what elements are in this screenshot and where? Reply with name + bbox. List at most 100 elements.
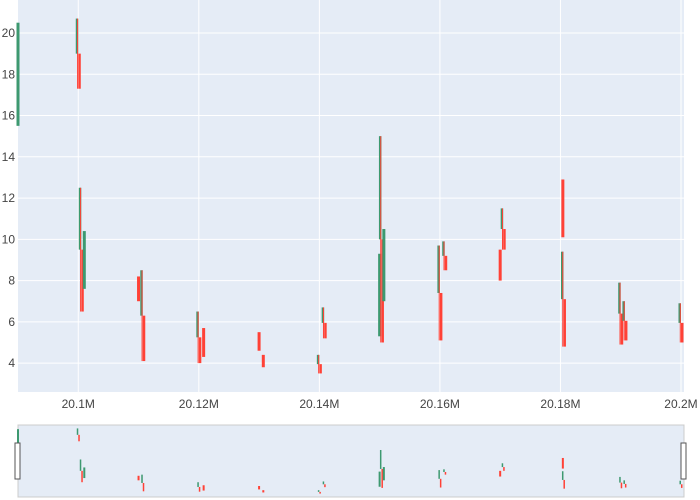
candle-wick bbox=[562, 251, 564, 347]
candle-wick bbox=[77, 18, 79, 89]
candle-up[interactable] bbox=[618, 282, 621, 314]
candle-up[interactable] bbox=[316, 354, 320, 365]
candle-down[interactable] bbox=[503, 229, 506, 250]
x-axis-ticks: 20.1M 20.12M 20.14M 20.16M 20.18M 20.2M bbox=[62, 397, 698, 411]
candles bbox=[16, 18, 684, 374]
candle-wick bbox=[318, 354, 320, 374]
y-tick-label: 16 bbox=[2, 109, 16, 123]
mini-candle-down bbox=[319, 491, 321, 494]
candle-down[interactable] bbox=[561, 179, 565, 238]
candle-down[interactable] bbox=[444, 255, 448, 271]
mini-candle-up bbox=[619, 476, 621, 483]
y-tick-label: 12 bbox=[2, 191, 16, 205]
mini-candle-down bbox=[563, 479, 565, 489]
range-slider-left-handle[interactable] bbox=[14, 442, 21, 480]
candle-wick bbox=[679, 303, 681, 343]
candle-down[interactable] bbox=[563, 299, 566, 347]
candle-down[interactable] bbox=[319, 364, 322, 374]
candle-up[interactable] bbox=[140, 270, 143, 316]
mini-candle-up bbox=[382, 467, 385, 481]
y-tick-label: 14 bbox=[2, 150, 16, 164]
range-slider-right-handle[interactable] bbox=[680, 442, 687, 480]
mini-candle-up bbox=[378, 471, 381, 487]
mini-candle-down bbox=[620, 482, 623, 489]
candle-up[interactable] bbox=[622, 301, 625, 321]
x-tick-label: 20.16M bbox=[420, 397, 460, 411]
candle-down[interactable] bbox=[498, 249, 502, 281]
x-tick-label: 20.18M bbox=[540, 397, 580, 411]
candle-wick bbox=[197, 311, 199, 364]
candle-wick bbox=[443, 241, 445, 271]
mini-candle-down bbox=[561, 457, 564, 469]
y-tick-label: 8 bbox=[8, 274, 15, 288]
candle-wick bbox=[80, 187, 82, 312]
candle-down[interactable] bbox=[620, 313, 624, 345]
candle-wick bbox=[141, 270, 143, 362]
mini-candle-up bbox=[443, 469, 445, 472]
candle-up[interactable] bbox=[82, 231, 86, 289]
mini-candle-up bbox=[322, 481, 325, 485]
y-tick-label: 4 bbox=[8, 356, 15, 370]
candle-up[interactable] bbox=[437, 245, 440, 293]
candle-down[interactable] bbox=[257, 332, 261, 351]
mini-candle-up bbox=[623, 480, 625, 484]
mini-candle-down bbox=[444, 471, 447, 475]
candle-up[interactable] bbox=[75, 18, 79, 54]
mini-candle-up bbox=[317, 490, 320, 492]
mini-candle-up bbox=[79, 459, 82, 471]
candle-up[interactable] bbox=[16, 22, 20, 126]
mini-candle-up bbox=[379, 450, 382, 469]
mini-candle-down bbox=[381, 468, 383, 488]
mini-candle-down bbox=[503, 467, 505, 471]
range-slider[interactable] bbox=[17, 424, 685, 498]
y-tick-label: 6 bbox=[8, 315, 15, 329]
candle-down[interactable] bbox=[137, 276, 141, 302]
candle-up[interactable] bbox=[196, 311, 199, 338]
candle-up[interactable] bbox=[678, 303, 681, 323]
mini-candle-up bbox=[141, 474, 143, 483]
mini-candle-down bbox=[198, 486, 201, 492]
candle-down[interactable] bbox=[198, 337, 202, 364]
mini-candle-down bbox=[624, 483, 627, 488]
candle-down[interactable] bbox=[202, 328, 206, 357]
candle-down[interactable] bbox=[81, 249, 84, 312]
candle-down[interactable] bbox=[78, 53, 81, 89]
candle-up[interactable] bbox=[378, 136, 382, 240]
candle-up[interactable] bbox=[382, 229, 386, 302]
candle-up[interactable] bbox=[378, 253, 382, 337]
mini-candle-up bbox=[438, 470, 440, 479]
mini-candle-down bbox=[499, 470, 502, 477]
candle-up[interactable] bbox=[78, 187, 82, 250]
candle-wick bbox=[380, 136, 382, 343]
mini-candle-up bbox=[501, 463, 504, 468]
mini-candle-down bbox=[262, 490, 265, 493]
candle-wick bbox=[619, 282, 621, 345]
candle-up[interactable] bbox=[442, 241, 445, 256]
candle-up[interactable] bbox=[321, 307, 325, 323]
candle-down[interactable] bbox=[324, 322, 327, 339]
mini-candle-down bbox=[680, 484, 683, 488]
candle-down[interactable] bbox=[680, 322, 684, 343]
candle-down[interactable] bbox=[624, 320, 628, 341]
candle-wick bbox=[322, 307, 324, 339]
y-tick-label: 20 bbox=[2, 26, 16, 40]
candle-down[interactable] bbox=[142, 315, 146, 362]
plot-area[interactable] bbox=[18, 0, 684, 392]
x-tick-label: 20.2M bbox=[664, 397, 697, 411]
mini-candle-down bbox=[258, 486, 261, 490]
x-tick-label: 20.12M bbox=[179, 397, 219, 411]
candle-down[interactable] bbox=[261, 354, 265, 368]
range-slider-candles bbox=[17, 428, 683, 494]
candle-down[interactable] bbox=[439, 292, 443, 341]
candle-up[interactable] bbox=[500, 208, 504, 230]
x-tick-label: 20.14M bbox=[299, 397, 339, 411]
mini-candle-up bbox=[76, 428, 79, 435]
candle-wick bbox=[501, 208, 503, 250]
y-tick-label: 10 bbox=[2, 232, 16, 246]
mini-candle-down bbox=[324, 484, 326, 488]
mini-candle-up bbox=[17, 429, 19, 449]
x-tick-label: 20.1M bbox=[62, 397, 95, 411]
y-tick-label: 18 bbox=[2, 67, 16, 81]
candle-up[interactable] bbox=[560, 251, 564, 300]
